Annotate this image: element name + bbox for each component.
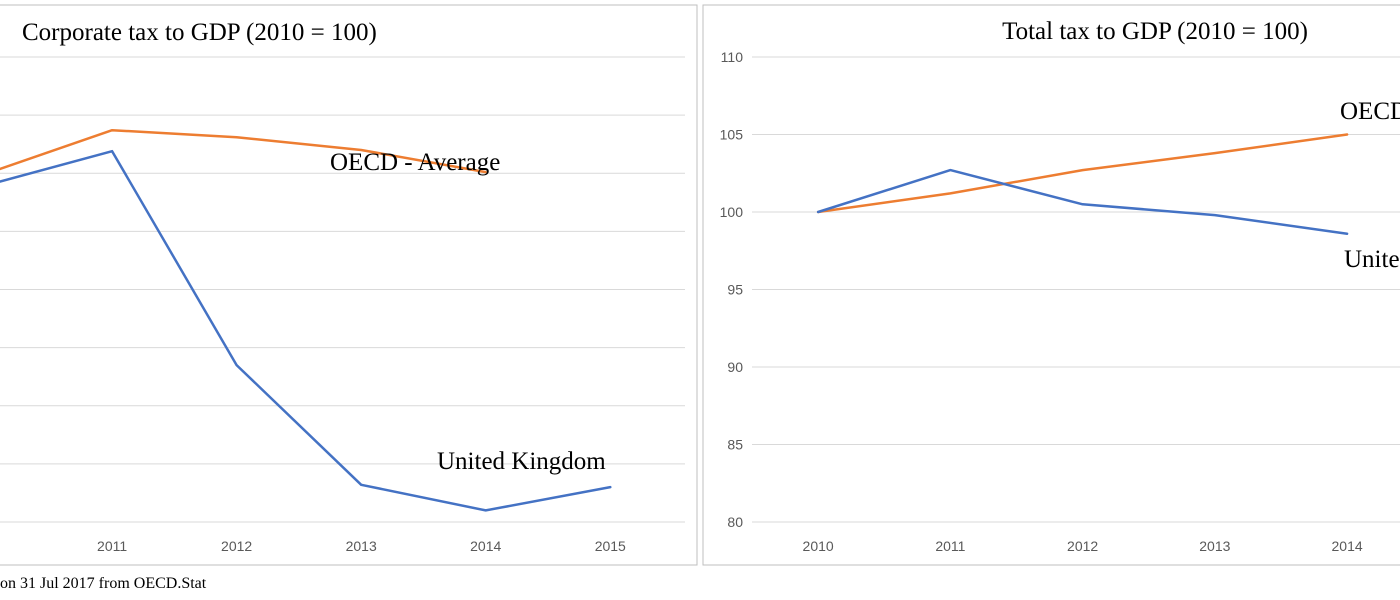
series-label-oecd: OECD - Average [1340,98,1400,125]
chart-title: Total tax to GDP (2010 = 100) [1002,18,1308,45]
chart-panel-2 [702,4,1400,566]
series-label-uk: United Kingdom [1344,246,1400,273]
series-line-uk [816,168,1349,235]
y-tick-label: 95 [727,282,743,298]
series-label-uk: United Kingdom [437,448,606,475]
y-tick-label: 80 [727,514,743,530]
y-tick-label: 85 [727,437,743,453]
y-tick-label: 110 [721,49,744,65]
x-tick-label: 2015 [595,538,626,554]
y-tick-label: 105 [720,127,744,143]
source-note: on 31 Jul 2017 from OECD.Stat [0,575,207,592]
series-line-oecd [0,128,487,174]
x-tick-label: 2011 [935,538,965,554]
x-tick-label: 2014 [1332,538,1363,554]
chart-title: Corporate tax to GDP (2010 = 100) [22,19,377,46]
x-tick-label: 2010 [803,538,834,554]
x-tick-label: 2013 [346,538,377,554]
series-label-oecd: OECD - Average [330,149,500,176]
series-line-uk [0,149,612,512]
x-tick-label: 2012 [221,538,252,554]
x-tick-label: 2012 [1067,538,1098,554]
chart-panel-1 [0,4,698,566]
x-tick-label: 2014 [470,538,501,554]
x-tick-label: 2011 [97,538,127,554]
y-tick-label: 90 [727,359,743,375]
series-line-oecd [816,133,1349,214]
y-tick-label: 100 [720,204,744,220]
x-tick-label: 2013 [1199,538,1230,554]
